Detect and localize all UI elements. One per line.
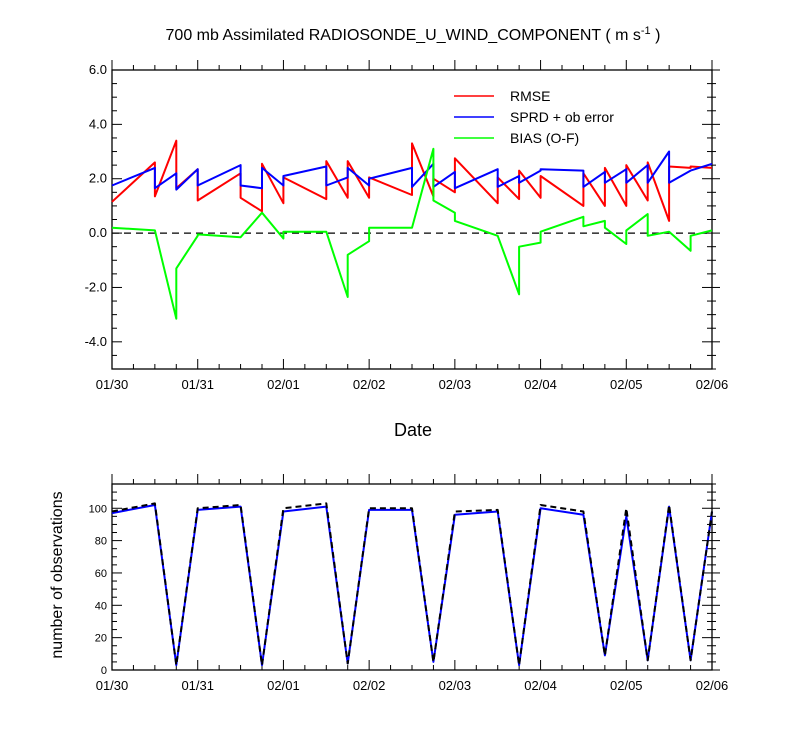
x-tick-label: 01/31 [181,678,214,693]
y-tick-label: 100 [89,503,107,515]
y-tick-label: 6.0 [89,62,107,77]
y-tick-label: 60 [95,568,107,580]
x-tick-label: 02/04 [524,678,557,693]
x-tick-label: 02/02 [353,377,386,392]
top-x-axis-label: Date [394,420,432,440]
series-line-bias-o-f [111,147,713,320]
x-tick-label: 02/01 [267,377,300,392]
x-tick-label: 01/30 [96,678,129,693]
x-tick-label: 02/03 [439,377,472,392]
top-plot-area: 01/30 01/31 02/01 02/02 02/03 02/04 02/05 02/06… [85,60,729,392]
bottom-plot-area: 01/30 01/31 02/01 02/02 02/03 02/04 02/05 02/06… [89,474,729,693]
legend-label: SPRD + ob error [510,109,614,125]
x-tick-label: 02/06 [696,377,729,392]
x-tick-label: 02/03 [439,678,472,693]
y-tick-label: 0 [101,665,107,677]
y-tick-label: -2.0 [85,279,107,294]
x-tick-label: 02/01 [267,678,300,693]
y-tick-label: 80 [95,536,107,548]
bottom-y-axis-label: number of observations [49,491,66,658]
y-tick-label: 20 [95,633,107,645]
legend-label: RMSE [510,88,550,104]
x-tick-label: 02/05 [610,377,643,392]
x-tick-label: 02/04 [524,377,557,392]
x-tick-label: 01/30 [96,377,129,392]
series-line-possible [111,502,713,667]
y-tick-label: -4.0 [85,334,107,349]
x-tick-label: 01/31 [181,377,214,392]
y-tick-label: 40 [95,600,107,612]
x-tick-label: 02/02 [353,678,386,693]
y-tick-label: 0.0 [89,225,107,240]
x-tick-label: 02/06 [696,678,729,693]
top-chart-title: 700 mb Assimilated RADIOSONDE_U_WIND_COM… [166,25,661,44]
y-tick-label: 2.0 [89,171,107,186]
x-tick-label: 02/05 [610,678,643,693]
legend-label: BIAS (O-F) [510,130,579,146]
y-tick-label: 4.0 [89,116,107,131]
